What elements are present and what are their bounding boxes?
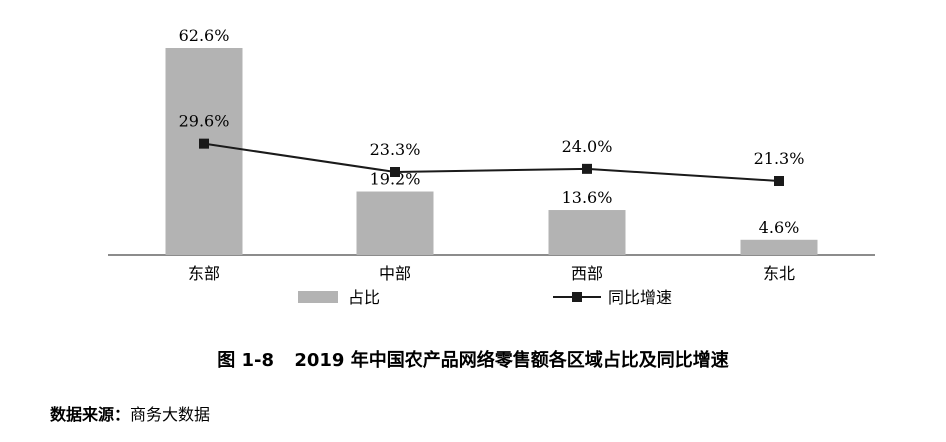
x-tick-label: 西部 bbox=[571, 264, 603, 283]
bar-data-label: 19.2% bbox=[370, 170, 421, 189]
x-tick-label: 东北 bbox=[763, 264, 795, 283]
x-tick-label: 东部 bbox=[188, 264, 220, 283]
figure-number: 图 1-8 bbox=[217, 350, 275, 371]
bar bbox=[548, 210, 626, 255]
bar bbox=[356, 191, 434, 255]
combo-chart: 62.6% 19.2% 13.6% 4.6% 29.6% 23.3% 24.0% 21.3%… bbox=[108, 26, 875, 307]
line-data-label: 21.3% bbox=[754, 149, 805, 168]
line-series-group: 29.6% 23.3% 24.0% 21.3% bbox=[179, 112, 805, 186]
x-tick-labels: 东部 中部 西部 东北 bbox=[188, 264, 795, 283]
figure-title: 2019 年中国农产品网络零售额各区域占比及同比增速 bbox=[294, 350, 729, 371]
bar-data-label: 4.6% bbox=[759, 218, 800, 237]
line-data-label: 23.3% bbox=[370, 140, 421, 159]
line-marker bbox=[390, 167, 400, 177]
legend-line-label: 同比增速 bbox=[608, 288, 672, 307]
bar bbox=[740, 239, 818, 255]
legend-bar-label: 占比 bbox=[348, 288, 380, 307]
line-marker bbox=[774, 176, 784, 186]
bar-data-label: 13.6% bbox=[562, 188, 613, 207]
line-marker bbox=[199, 138, 209, 149]
legend: 占比 同比增速 bbox=[298, 288, 672, 307]
bar-data-label: 62.6% bbox=[179, 26, 230, 45]
source-text: 商务大数据 bbox=[130, 405, 211, 424]
bar-series-group: 62.6% 19.2% 13.6% 4.6% bbox=[165, 26, 818, 255]
growth-line bbox=[203, 142, 780, 182]
line-marker bbox=[582, 163, 592, 174]
x-tick-label: 中部 bbox=[379, 264, 411, 283]
figure-caption: 图 1-8 2019 年中国农产品网络零售额各区域占比及同比增速 bbox=[0, 346, 946, 372]
line-data-label: 29.6% bbox=[179, 112, 230, 131]
legend-line-marker bbox=[572, 292, 582, 302]
legend-bar-swatch bbox=[298, 291, 338, 303]
data-source: 数据来源：商务大数据 bbox=[50, 401, 210, 425]
bar bbox=[165, 48, 243, 255]
line-data-label: 24.0% bbox=[562, 137, 613, 156]
source-label: 数据来源： bbox=[50, 405, 131, 424]
